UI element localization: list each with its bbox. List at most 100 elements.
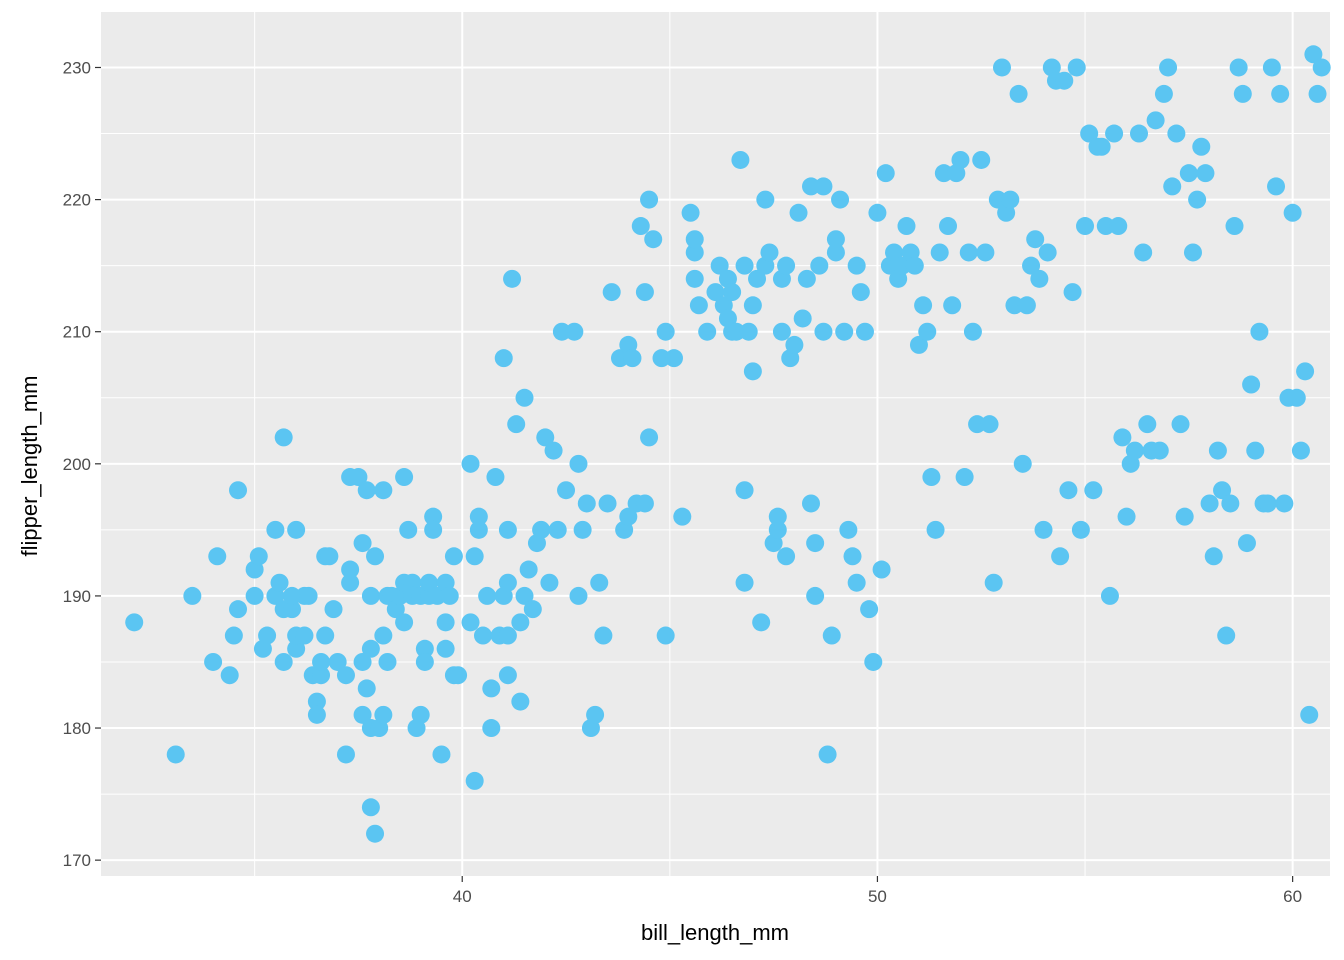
data-point (1229, 58, 1248, 77)
data-point (1100, 586, 1119, 605)
data-point (710, 256, 729, 275)
data-point (1275, 494, 1294, 513)
data-point (939, 217, 958, 236)
data-point (1084, 481, 1103, 500)
data-point (814, 322, 833, 341)
data-point (972, 150, 991, 169)
data-point (586, 705, 605, 724)
data-point (851, 283, 870, 302)
data-point (1208, 441, 1227, 460)
data-point (1117, 507, 1136, 526)
data-point (312, 666, 331, 685)
x-axis-title: bill_length_mm (641, 920, 789, 945)
data-point (976, 243, 995, 262)
data-point (797, 269, 816, 288)
data-point (768, 520, 787, 539)
data-point (229, 600, 248, 619)
data-point (125, 613, 144, 632)
data-point (673, 507, 692, 526)
data-point (1300, 705, 1319, 724)
data-point (341, 573, 360, 592)
data-point (507, 415, 526, 434)
data-point (1304, 45, 1323, 64)
data-point (411, 705, 430, 724)
data-point (777, 256, 796, 275)
y-tick-label: 170 (63, 851, 91, 870)
data-point (461, 454, 480, 473)
data-point (569, 454, 588, 473)
data-point (224, 626, 243, 645)
data-points (125, 45, 1331, 843)
data-point (1312, 58, 1331, 77)
data-point (374, 481, 393, 500)
data-point (511, 692, 530, 711)
data-point (1167, 124, 1186, 143)
data-point (1154, 84, 1173, 103)
data-point (374, 705, 393, 724)
data-point (860, 600, 879, 619)
data-point (768, 507, 787, 526)
data-point (739, 322, 758, 341)
data-point (444, 547, 463, 566)
data-point (1013, 454, 1032, 473)
y-tick-label: 230 (63, 58, 91, 77)
data-point (482, 719, 501, 738)
data-point (1080, 124, 1099, 143)
data-point (532, 520, 551, 539)
data-point (557, 481, 576, 500)
data-point (992, 58, 1011, 77)
x-axis-ticks: 40 50 60 (453, 876, 1302, 906)
data-point (635, 494, 654, 513)
data-point (523, 600, 542, 619)
data-point (1262, 58, 1281, 77)
data-point (312, 652, 331, 671)
data-point (511, 613, 530, 632)
data-point (361, 798, 380, 817)
data-point (1009, 84, 1028, 103)
data-point (934, 164, 953, 183)
data-point (204, 652, 223, 671)
data-point (598, 494, 617, 513)
data-point (1204, 547, 1223, 566)
x-tick-label: 60 (1283, 887, 1302, 906)
data-point (266, 520, 285, 539)
data-point (220, 666, 239, 685)
data-point (519, 560, 538, 579)
data-point (914, 296, 933, 315)
data-point (735, 481, 754, 500)
data-point (336, 745, 355, 764)
data-point (1105, 124, 1124, 143)
data-point (735, 256, 754, 275)
data-point (1096, 217, 1115, 236)
data-point (814, 177, 833, 196)
data-point (295, 626, 314, 645)
data-point (1113, 428, 1132, 447)
data-point (1017, 296, 1036, 315)
data-point (486, 468, 505, 487)
data-point (324, 600, 343, 619)
y-tick-label: 210 (63, 323, 91, 342)
data-point (274, 428, 293, 447)
data-point (1200, 494, 1219, 513)
data-point (1221, 494, 1240, 513)
data-point (436, 613, 455, 632)
data-point (1034, 520, 1053, 539)
x-tick-label: 50 (868, 887, 887, 906)
data-point (1130, 124, 1149, 143)
data-point (963, 322, 982, 341)
data-point (955, 468, 974, 487)
data-point (249, 547, 268, 566)
data-point (432, 745, 451, 764)
data-point (403, 573, 422, 592)
data-point (602, 283, 621, 302)
data-point (885, 243, 904, 262)
major-gridlines (101, 12, 1330, 876)
data-point (1159, 58, 1178, 77)
data-point (876, 164, 895, 183)
data-point (166, 745, 185, 764)
data-point (498, 626, 517, 645)
data-point (897, 217, 916, 236)
data-point (1291, 441, 1310, 460)
data-point (1030, 269, 1049, 288)
data-point (361, 586, 380, 605)
